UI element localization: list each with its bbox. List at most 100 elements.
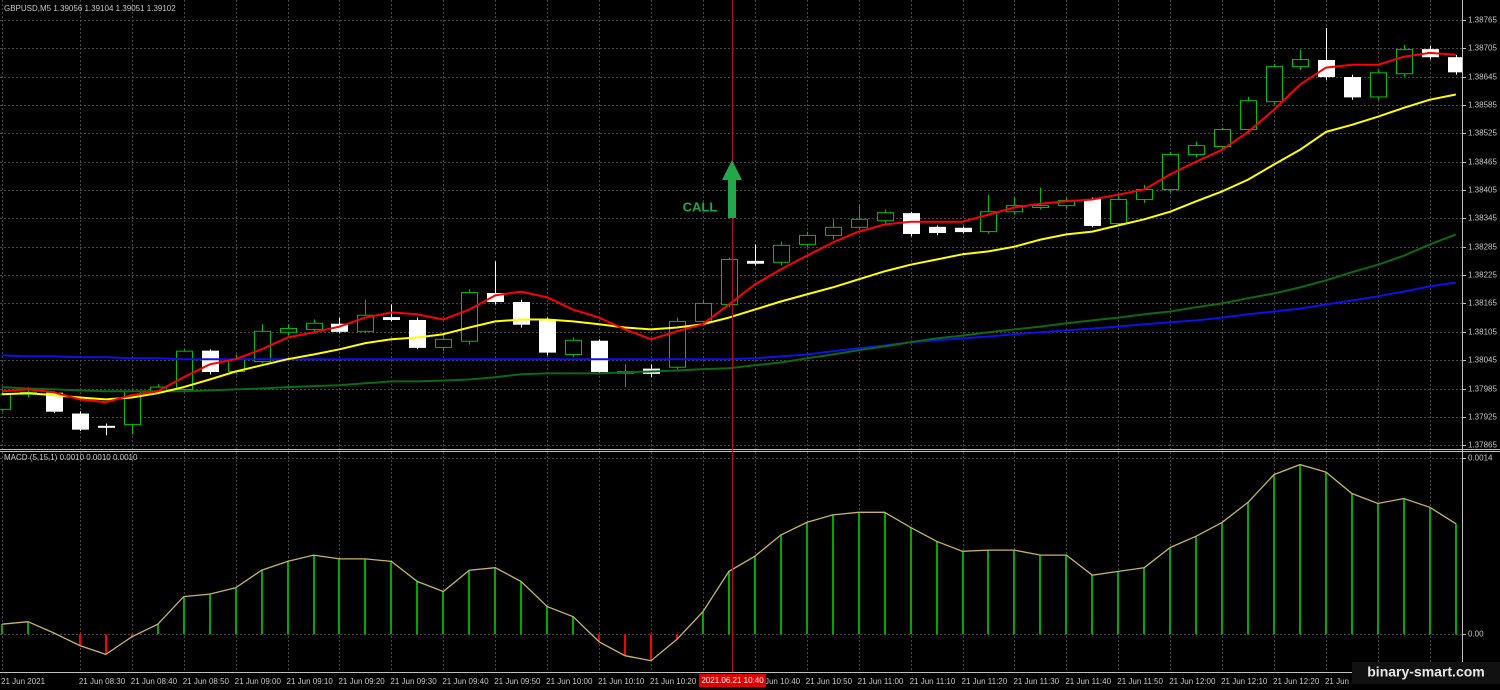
call-annotation: CALL bbox=[683, 199, 718, 214]
y-tick-label: 1.38165 bbox=[1468, 299, 1497, 308]
y-tick-label: 0.00 bbox=[1468, 630, 1484, 639]
moving-average-line bbox=[1, 281, 1456, 361]
macd-bar bbox=[1377, 503, 1379, 635]
x-tick-label: 21 Jun 09:40 bbox=[442, 677, 489, 686]
macd-bar bbox=[442, 591, 444, 635]
y-tick-label: 1.38705 bbox=[1468, 44, 1497, 53]
y-tick-label: 1.37925 bbox=[1468, 413, 1497, 422]
candle-body bbox=[461, 292, 478, 342]
y-tick-label: 1.38225 bbox=[1468, 271, 1497, 280]
x-tick-label: 21 Jun 09:10 bbox=[287, 677, 334, 686]
y-tick-label: 1.38405 bbox=[1468, 186, 1497, 195]
macd-bar bbox=[702, 611, 704, 635]
macd-bar bbox=[209, 594, 211, 635]
x-tick-label: 21 Jun 11:40 bbox=[1065, 677, 1111, 686]
x-tick-label: 21 Jun 10:50 bbox=[806, 677, 853, 686]
macd-bar bbox=[494, 567, 496, 635]
macd-bar bbox=[1169, 547, 1171, 635]
moving-average-line bbox=[1, 93, 1456, 401]
macd-bar bbox=[754, 556, 756, 635]
candle-body bbox=[1240, 100, 1257, 131]
macd-bar bbox=[1, 624, 3, 635]
candle-body bbox=[1110, 198, 1127, 225]
overlay: GBPUSD,M5 1.39056 1.39104 1.39051 1.3910… bbox=[4, 0, 1500, 687]
x-tick-label: 21 Jun 09:00 bbox=[235, 677, 282, 686]
candle-body bbox=[851, 218, 868, 228]
macd-bar bbox=[1039, 555, 1041, 635]
candle-body bbox=[955, 227, 972, 233]
moving-average-line bbox=[1, 233, 1457, 393]
x-tick-label: 21 Jun 11:50 bbox=[1117, 677, 1163, 686]
y-tick-label: 1.38105 bbox=[1468, 328, 1497, 337]
macd-bar bbox=[235, 587, 237, 635]
x-tick-label: 21 Jun 09:50 bbox=[494, 677, 541, 686]
candle-body bbox=[747, 260, 764, 264]
candle-body bbox=[539, 319, 556, 353]
chart-title: GBPUSD,M5 1.39056 1.39104 1.39051 1.3910… bbox=[4, 4, 176, 13]
candle-body bbox=[799, 234, 816, 245]
candle-body bbox=[903, 213, 920, 234]
candle-body bbox=[1396, 49, 1413, 75]
macd-bar bbox=[79, 634, 81, 646]
candle-body bbox=[1084, 198, 1101, 226]
x-tick-label: 21 Jun 08:30 bbox=[79, 677, 126, 686]
macd-bar bbox=[157, 624, 159, 635]
macd-bar bbox=[780, 534, 782, 635]
macd-bar bbox=[1299, 464, 1301, 635]
x-tick-label: 21 Jun 2021 bbox=[1, 677, 46, 686]
macd-bar bbox=[1247, 502, 1249, 635]
macd-bar bbox=[390, 561, 392, 635]
call-arrow bbox=[722, 160, 742, 218]
y-tick-label: 1.38765 bbox=[1468, 16, 1497, 25]
macd-bar bbox=[1065, 555, 1067, 635]
candle-body bbox=[565, 339, 582, 355]
macd-bar bbox=[468, 570, 470, 635]
candle-body bbox=[280, 327, 297, 333]
macd-bar bbox=[676, 634, 678, 640]
candle-body bbox=[1162, 154, 1179, 191]
candle-body bbox=[1188, 145, 1205, 156]
y-tick-label: 1.38525 bbox=[1468, 129, 1497, 138]
moving-average-line bbox=[1, 51, 1456, 404]
x-tick-label: 21 Jun 12:30 bbox=[1325, 677, 1372, 686]
candle-body bbox=[435, 338, 452, 348]
watermark: binary-smart.com bbox=[1367, 664, 1484, 680]
candle-body bbox=[721, 258, 738, 305]
y-tick-label: 1.38285 bbox=[1468, 243, 1497, 252]
y-tick-label: 1.37865 bbox=[1468, 441, 1497, 450]
macd-bar bbox=[131, 634, 133, 637]
macd-line bbox=[1, 463, 1457, 662]
macd-bar bbox=[27, 621, 29, 635]
x-tick-label: 21 Jun 08:40 bbox=[131, 677, 178, 686]
macd-bar bbox=[806, 522, 808, 635]
x-tick-label: 21 Jun 11:30 bbox=[1013, 677, 1059, 686]
macd-bar bbox=[1117, 571, 1119, 635]
candle-body bbox=[0, 393, 11, 410]
macd-bar bbox=[105, 634, 107, 655]
x-tick-label: 21 Jun 08:50 bbox=[183, 677, 230, 686]
candle-body bbox=[1370, 72, 1387, 98]
candle-body bbox=[1032, 205, 1049, 208]
x-tick-label: 21 Jun 09:20 bbox=[338, 677, 385, 686]
candle-body bbox=[1266, 66, 1283, 103]
macd-bar bbox=[313, 555, 315, 635]
x-tick-label: 21 Jun 11:10 bbox=[910, 677, 956, 686]
y-tick-label: 1.38045 bbox=[1468, 356, 1497, 365]
candle-body bbox=[202, 350, 219, 372]
macd-bar bbox=[338, 558, 340, 635]
macd-bar bbox=[572, 616, 574, 635]
macd-bar bbox=[1325, 472, 1327, 635]
macd-bar bbox=[910, 527, 912, 635]
x-tick-label: 21 Jun 12:20 bbox=[1273, 677, 1320, 686]
macd-bar bbox=[1091, 575, 1093, 635]
candle-body bbox=[409, 319, 426, 348]
candle-body bbox=[591, 340, 608, 372]
macd-bar bbox=[1143, 567, 1145, 635]
candle-body bbox=[1292, 59, 1309, 68]
candle-body bbox=[929, 226, 946, 234]
x-tick-label: 21 Jun 10:00 bbox=[546, 677, 593, 686]
candle-body bbox=[383, 317, 400, 320]
candle-body bbox=[1214, 129, 1231, 148]
candle-body bbox=[72, 413, 89, 430]
